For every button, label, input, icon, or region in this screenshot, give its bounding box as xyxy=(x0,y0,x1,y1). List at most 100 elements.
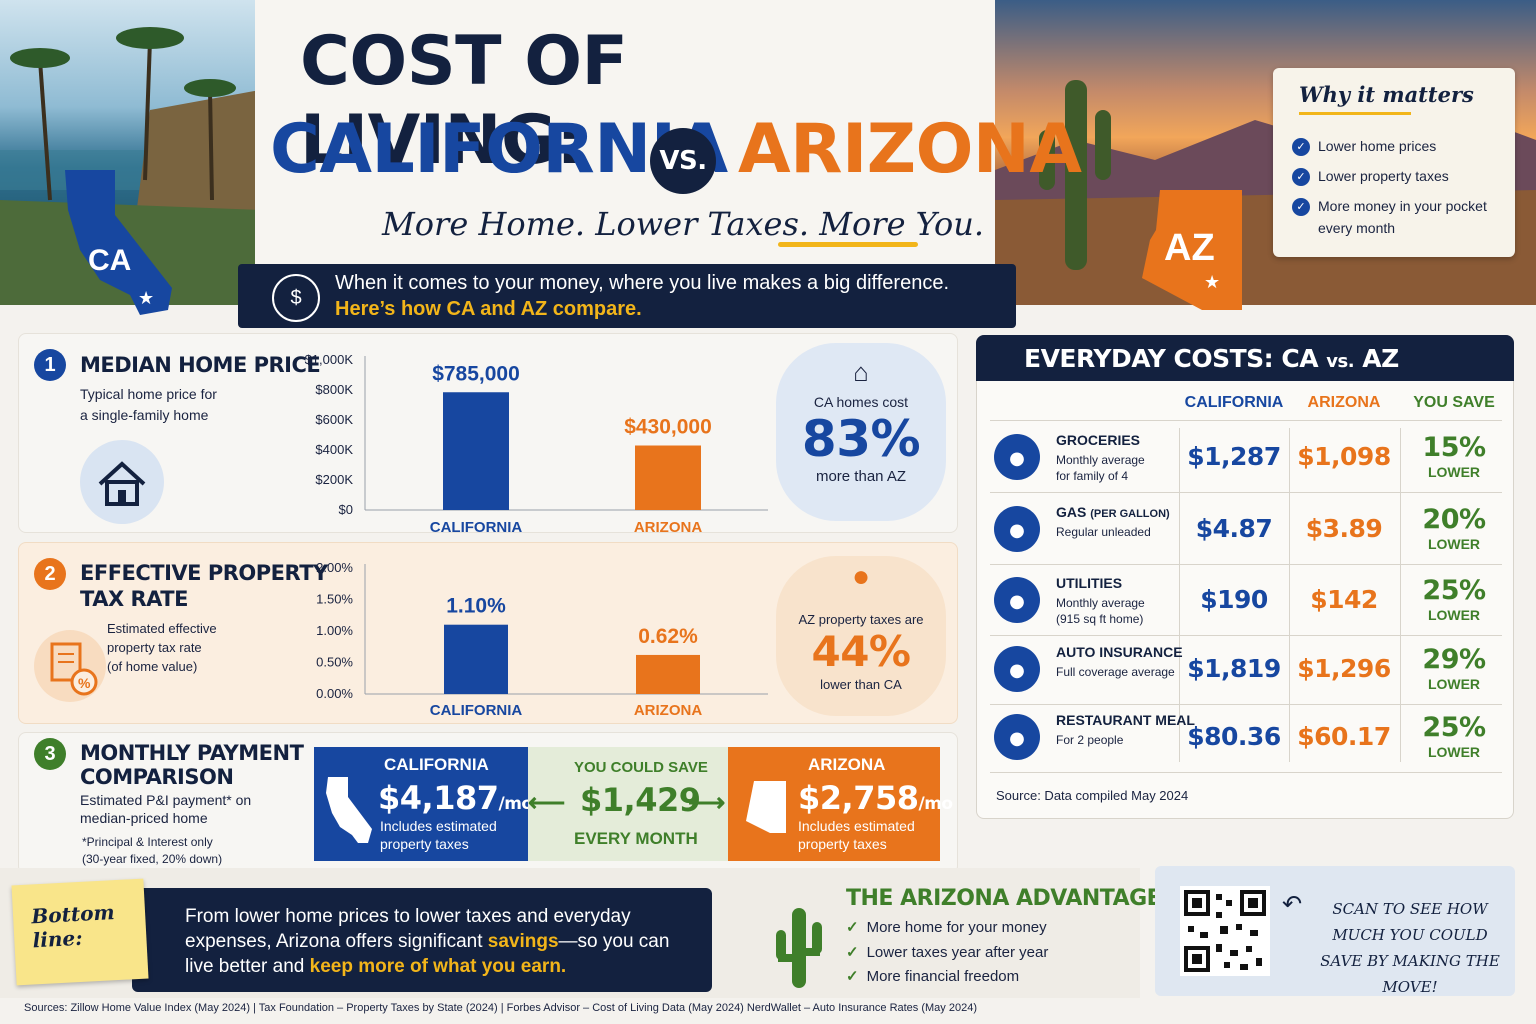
payment-arizona-box: ARIZONA $2,758/mo Includes estimated pro… xyxy=(728,747,953,861)
payment-amount: $4,187/mo xyxy=(378,779,533,817)
california-coast-photo xyxy=(0,0,260,305)
y-tick-label: 1.00% xyxy=(316,623,353,638)
everyday-costs-header xyxy=(976,335,1514,381)
callout-percent: 83% xyxy=(801,410,921,468)
section-title: EFFECTIVE PROPERTY xyxy=(80,561,328,585)
column-divider xyxy=(1400,428,1401,762)
arizona-advantage-title: THE ARIZONA ADVANTAGE xyxy=(846,886,1162,911)
check-icon: ✓ xyxy=(1292,198,1310,217)
cost-item-desc: For 2 people xyxy=(1056,733,1124,747)
costs-source: Source: Data compiled May 2024 xyxy=(996,788,1189,803)
footnote: *Principal & Interest only xyxy=(82,835,213,849)
y-tick-label: $0 xyxy=(339,502,353,517)
section-subtitle: a single-family home xyxy=(80,407,209,423)
y-tick-label: $200K xyxy=(315,472,353,487)
qr-code-icon[interactable] xyxy=(1180,886,1270,976)
row-divider xyxy=(990,704,1502,705)
sources-footer: Sources: Zillow Home Value Index (May 20… xyxy=(24,1002,977,1014)
check-icon: ✓ xyxy=(846,919,859,936)
piggy-bank-icon: ● xyxy=(851,560,871,593)
payment-label: CALIFORNIA xyxy=(384,755,489,774)
savings-percent: 29% xyxy=(1422,644,1486,675)
bar-california xyxy=(443,392,509,510)
category-label: CALIFORNIA xyxy=(430,702,523,719)
data-label: 0.62% xyxy=(638,625,698,648)
property-tax-chart: 0.00% 0.50% 1.00% 1.50% 2.00% 1.10% CALIFORNIA… xyxy=(316,560,768,719)
callout-text: more than AZ xyxy=(815,468,907,485)
check-icon: ✓ xyxy=(1292,138,1310,157)
intro-text: When it comes to your money, where you l… xyxy=(335,272,949,294)
why-title: Why it matters xyxy=(1299,82,1474,107)
y-tick-label: $1,000K xyxy=(305,352,354,367)
savings-percent: 15% xyxy=(1422,432,1486,463)
az-badge-label: AZ xyxy=(1164,227,1215,269)
cost-california-value: $1,819 xyxy=(1187,654,1281,683)
cost-california-value: $190 xyxy=(1200,585,1268,614)
title-arizona: ARIZONA xyxy=(738,110,1082,189)
payment-savings-box: YOU COULD SAVE $1,429 EVERY MONTH ⟵ ⟶ xyxy=(528,747,728,861)
house-outline-icon: ⌂ xyxy=(853,357,869,387)
main-title: COST OF LIVING: xyxy=(300,22,628,180)
payment-label: ARIZONA xyxy=(808,755,886,774)
cost-arizona-value: $1,098 xyxy=(1297,442,1391,471)
why-item: ✓ Lower property taxes xyxy=(1292,165,1449,187)
advantage-item: ✓ More home for your money xyxy=(846,919,1047,936)
callout-text: AZ property taxes are xyxy=(798,612,924,627)
everyday-costs-card xyxy=(976,335,1514,819)
bar-california xyxy=(444,624,508,694)
tax-document-icon: % xyxy=(34,630,106,702)
arizona-outline-icon xyxy=(746,781,786,833)
home-price-chart: $0 $200K $400K $600K $800K $1,000K $785,000 CAL… xyxy=(305,352,768,536)
column-header-you-save: YOU SAVE xyxy=(1413,394,1495,411)
why-it-matters-card xyxy=(1273,68,1515,257)
section-number: 3 xyxy=(34,738,66,770)
bar-arizona xyxy=(636,654,700,694)
payment-note: Includes estimated xyxy=(380,818,497,834)
column-header-arizona: ARIZONA xyxy=(1307,394,1381,411)
payment-amount: $2,758/mo xyxy=(798,779,953,817)
why-item: ✓ Lower home prices xyxy=(1292,135,1436,157)
tagline-underline xyxy=(778,242,918,247)
car-icon: ● xyxy=(994,646,1040,692)
arrow-left-icon: ⟵ xyxy=(528,787,566,817)
cactus-icon xyxy=(776,908,822,988)
palm-trees-illustration xyxy=(0,27,260,305)
y-tick-label: 1.50% xyxy=(316,592,353,607)
y-tick-label: $400K xyxy=(315,442,353,457)
fuel-pump-icon: ● xyxy=(994,506,1040,552)
check-icon: ✓ xyxy=(846,944,859,961)
why-item: ✓ More money in your pocket xyxy=(1292,195,1487,217)
savings-label: LOWER xyxy=(1427,464,1481,480)
savings-percent: 20% xyxy=(1422,504,1486,535)
tagline: More Home. Lower Taxes. More You. xyxy=(382,205,985,243)
price-tag-icon: $ xyxy=(272,274,320,322)
sticky-note-text: Bottom line: xyxy=(30,900,116,953)
section-title: MEDIAN HOME PRICE xyxy=(80,353,321,377)
check-icon: ✓ xyxy=(1292,168,1310,187)
callout-text: CA homes cost xyxy=(813,394,909,410)
section-subtitle: median-priced home xyxy=(80,810,208,826)
fork-knife-icon: ● xyxy=(994,714,1040,760)
category-label: CALIFORNIA xyxy=(430,519,523,536)
section-subtitle: Typical home price for xyxy=(80,386,217,402)
row-divider xyxy=(990,492,1502,493)
cost-california-value: $80.36 xyxy=(1187,722,1281,751)
cost-arizona-value: $3.89 xyxy=(1305,514,1383,543)
house-icon xyxy=(80,440,164,524)
cost-item-name: RESTAURANT MEAL xyxy=(1056,712,1195,728)
curved-arrow-icon: ↶ xyxy=(1282,891,1303,918)
y-tick-label: 0.00% xyxy=(316,686,353,701)
column-header-california: CALIFORNIA xyxy=(1184,394,1284,411)
section-title: COMPARISON xyxy=(80,765,234,789)
intro-banner xyxy=(238,264,1016,328)
category-label: ARIZONA xyxy=(634,702,702,719)
cart-icon: ● xyxy=(994,434,1040,480)
cost-item-desc: Regular unleaded xyxy=(1056,525,1151,539)
cost-item-name: AUTO INSURANCE xyxy=(1056,644,1183,660)
category-label: ARIZONA xyxy=(634,519,702,536)
section-number: 1 xyxy=(34,349,66,381)
cost-item-desc: (915 sq ft home) xyxy=(1056,612,1144,626)
callout-percent: 44% xyxy=(811,627,911,676)
section-number: 2 xyxy=(34,558,66,590)
bar-arizona xyxy=(635,445,701,510)
